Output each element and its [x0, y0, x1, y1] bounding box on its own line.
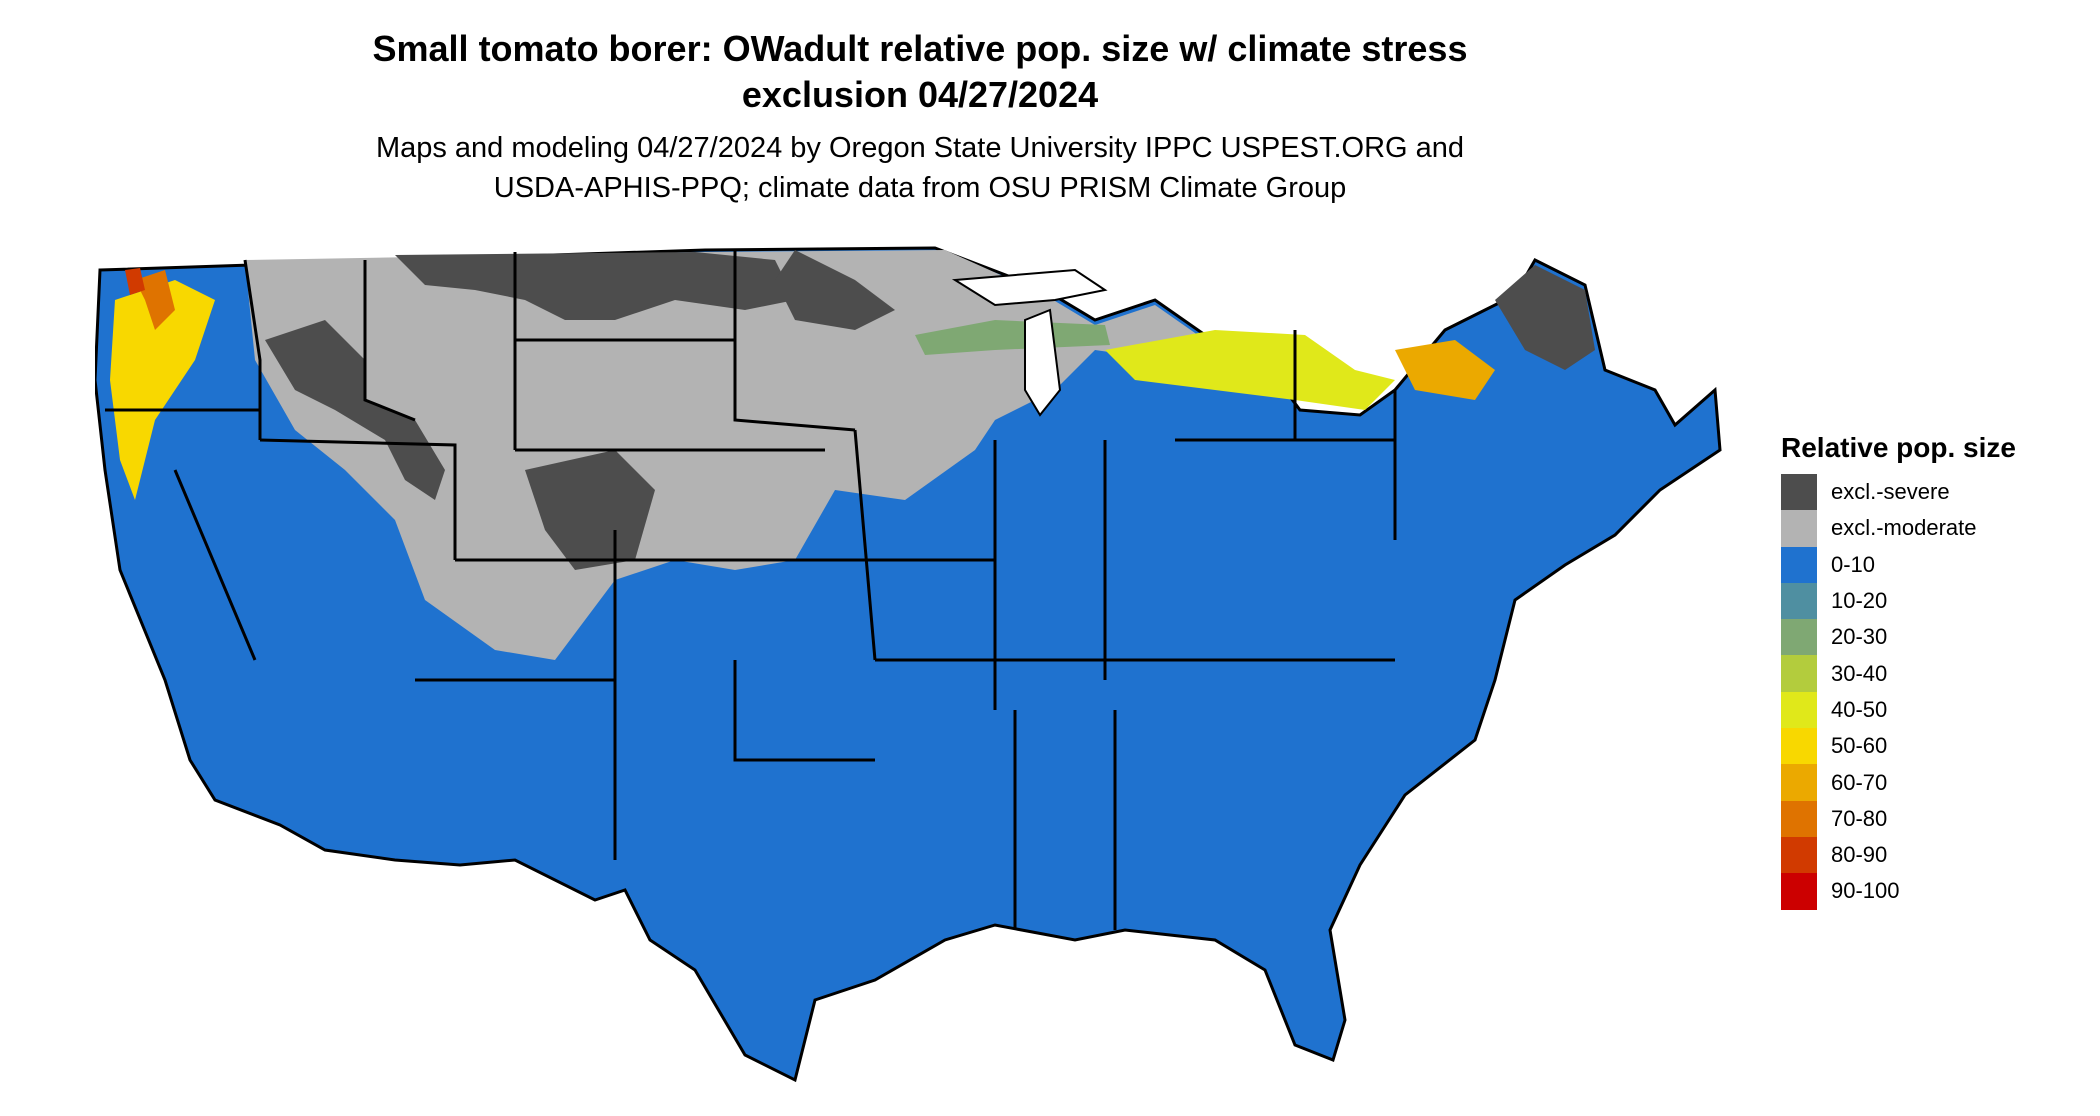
map-title: Small tomato borer: OWadult relative pop… [0, 26, 1840, 118]
legend-swatch [1781, 873, 1817, 910]
legend-items: excl.-severe excl.-moderate 0-10 10-20 20-30… [1781, 474, 2081, 910]
legend-label: 90-100 [1831, 878, 1900, 904]
great-lakes-greenband [915, 320, 1110, 355]
state-boundaries [105, 250, 1397, 930]
excl-severe-northern-plains [395, 252, 795, 320]
legend-swatch [1781, 836, 1817, 874]
legend-swatch [1781, 728, 1817, 765]
legend-swatch [1781, 546, 1817, 583]
legend-label: excl.-severe [1831, 479, 1950, 505]
legend-swatch [1781, 655, 1817, 692]
excl-severe-colorado [525, 450, 655, 570]
legend-item: 50-60 [1781, 728, 2081, 765]
legend-item: 20-30 [1781, 619, 2081, 656]
pnw-red-spots [125, 268, 145, 295]
map-subtitle-line-2: USDA-APHIS-PPQ; climate data from OSU PR… [493, 172, 1347, 204]
northeast-yellow-band [1105, 330, 1395, 410]
legend-item: excl.-moderate [1781, 510, 2081, 547]
legend-title: Relative pop. size [1781, 432, 2016, 463]
legend-swatch [1781, 582, 1817, 620]
legend-swatch [1781, 691, 1817, 729]
legend-item: 80-90 [1781, 836, 2081, 874]
excl-severe-rockies [265, 320, 445, 500]
pnw-orange-band [135, 270, 175, 330]
map-title-line-1: Small tomato borer: OWadult relative pop… [372, 28, 1468, 69]
legend-label: 60-70 [1831, 769, 1888, 795]
lake-superior [951, 268, 1108, 307]
legend-item: 70-80 [1781, 800, 2081, 837]
legend-swatch [1781, 510, 1817, 547]
map-subtitle-line-1: Maps and modeling 04/27/2024 by Oregon S… [375, 132, 1465, 164]
legend-swatch [1781, 474, 1817, 511]
legend-item: 0-10 [1781, 546, 2081, 583]
legend-item: 30-40 [1781, 655, 2081, 692]
legend-label: 50-60 [1831, 733, 1888, 759]
excl-moderate-north [245, 250, 1205, 660]
legend-swatch [1781, 619, 1817, 656]
legend-swatch [1781, 800, 1817, 837]
us-risk-map [95, 246, 1722, 1083]
legend-label: excl.-moderate [1831, 515, 1977, 541]
lake-michigan [1024, 308, 1062, 417]
legend-item: 10-20 [1781, 582, 2081, 620]
legend-label: 30-40 [1831, 660, 1888, 686]
map-title-line-2: exclusion 04/27/2024 [741, 74, 1099, 115]
legend-item: 90-100 [1781, 873, 2081, 910]
legend-label: 10-20 [1831, 588, 1888, 614]
legend-label: 0-10 [1831, 551, 1876, 577]
legend-swatch [1781, 764, 1817, 801]
legend: Relative pop. size excl.-severe excl.-mod… [1781, 430, 2081, 910]
excl-severe-maine [1495, 265, 1595, 370]
legend-item: 40-50 [1781, 691, 2081, 729]
legend-label: 80-90 [1831, 842, 1888, 868]
pnw-yellow-band [110, 280, 215, 500]
legend-item: 60-70 [1781, 764, 2081, 801]
new-england-orange [1395, 340, 1495, 400]
legend-item: excl.-severe [1781, 474, 2081, 511]
legend-label: 70-80 [1831, 805, 1888, 831]
legend-label: 40-50 [1831, 696, 1888, 722]
excl-severe-minnesota [775, 250, 895, 330]
map-subtitle: Maps and modeling 04/27/2024 by Oregon S… [0, 128, 1840, 208]
legend-label: 20-30 [1831, 624, 1888, 650]
